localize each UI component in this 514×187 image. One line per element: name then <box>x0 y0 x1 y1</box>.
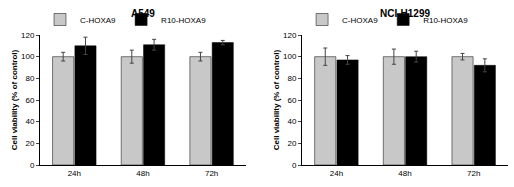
svg-text:0: 0 <box>30 161 35 170</box>
svg-text:Cell viability (% of control): Cell viability (% of control) <box>272 49 281 150</box>
svg-text:72h: 72h <box>205 169 218 178</box>
svg-text:80: 80 <box>25 74 34 83</box>
svg-text:C-HOXA9: C-HOXA9 <box>342 16 378 25</box>
svg-text:A549: A549 <box>131 8 155 19</box>
svg-text:120: 120 <box>283 31 297 40</box>
svg-text:40: 40 <box>25 117 34 126</box>
svg-text:80: 80 <box>288 74 297 83</box>
svg-text:0: 0 <box>292 161 297 170</box>
svg-text:R10-HOXA9: R10-HOXA9 <box>423 16 468 25</box>
svg-text:60: 60 <box>25 96 34 105</box>
svg-text:C-HOXA9: C-HOXA9 <box>80 16 116 25</box>
svg-text:60: 60 <box>288 96 297 105</box>
svg-text:120: 120 <box>21 31 35 40</box>
svg-text:48h: 48h <box>398 169 411 178</box>
svg-text:20: 20 <box>25 139 34 148</box>
svg-text:100: 100 <box>21 52 35 61</box>
svg-text:24h: 24h <box>330 169 343 178</box>
svg-text:Cell viability (% of control): Cell viability (% of control) <box>10 49 19 150</box>
svg-text:40: 40 <box>288 117 297 126</box>
svg-text:72h: 72h <box>467 169 480 178</box>
svg-text:20: 20 <box>288 139 297 148</box>
svg-text:R10-HOXA9: R10-HOXA9 <box>161 16 206 25</box>
svg-text:24h: 24h <box>68 169 81 178</box>
svg-text:NCI-H1299: NCI-H1299 <box>380 8 430 19</box>
svg-text:100: 100 <box>283 52 297 61</box>
svg-text:48h: 48h <box>136 169 149 178</box>
